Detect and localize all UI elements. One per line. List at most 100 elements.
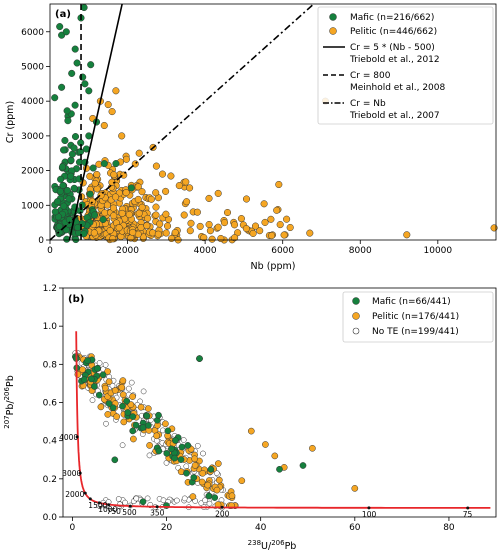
pelitic-point <box>214 223 222 231</box>
legend-ref-line1: Triebold et al., 2012 <box>349 55 440 65</box>
mafic-point <box>58 83 66 91</box>
age-label: 200 <box>215 509 230 518</box>
pelitic-point <box>167 172 175 180</box>
mafic-point <box>80 376 88 383</box>
mafic-point <box>89 164 97 172</box>
mafic-point <box>60 146 68 154</box>
pelitic-point <box>180 211 188 219</box>
pelitic-point <box>135 149 143 157</box>
pelitic-point <box>137 403 145 411</box>
mafic-point <box>172 437 179 444</box>
legend-label-line2: Cr = 800 <box>350 71 391 81</box>
mafic-point <box>62 28 70 36</box>
age-marker <box>97 501 101 505</box>
pelitic-point <box>490 224 498 232</box>
panel-b-y-tick-label: 0.8 <box>43 360 58 370</box>
mafic-point <box>84 357 91 364</box>
no-te-point <box>103 420 109 427</box>
mafic-point <box>276 465 283 473</box>
mafic-point <box>105 400 113 407</box>
pelitic-point <box>115 224 123 232</box>
mafic-point <box>178 443 186 451</box>
pelitic-point <box>118 209 126 217</box>
no-te-point <box>206 500 213 507</box>
legend-label-pelitic: Pelitic (n=176/441) <box>372 312 459 322</box>
no-te-point <box>96 360 103 366</box>
mafic-point <box>100 160 108 168</box>
pelitic-point <box>217 234 225 243</box>
panel-b-x-tick-label: 80 <box>443 523 455 533</box>
age-marker <box>466 506 470 510</box>
pelitic-point <box>214 189 222 197</box>
line-cr-nb <box>49 3 315 241</box>
line-cr-5nb <box>68 3 123 241</box>
mafic-point <box>123 397 131 405</box>
pelitic-point <box>275 180 283 189</box>
pelitic-point <box>106 226 114 235</box>
legend-marker-pelitic <box>329 27 337 35</box>
no-te-point <box>194 442 201 449</box>
mafic-point <box>55 222 63 230</box>
age-marker <box>220 505 224 509</box>
pelitic-point <box>152 162 160 170</box>
panel-b-y-tick-label: 0.0 <box>43 513 58 523</box>
age-label: 750 <box>107 507 122 516</box>
no-te-point <box>146 452 153 459</box>
no-te-point <box>174 497 180 504</box>
pelitic-point <box>199 469 206 477</box>
no-te-point <box>144 495 151 502</box>
no-te-point <box>200 450 206 457</box>
pelitic-point <box>120 418 128 426</box>
mafic-point <box>190 474 198 481</box>
panel-b-x-tick-label: 60 <box>349 523 361 533</box>
mafic-point <box>60 202 68 210</box>
pelitic-point <box>208 235 216 243</box>
panel-b-x-tick-label: 40 <box>255 523 267 533</box>
legend-label-pelitic: Pelitic (n=446/662) <box>350 27 437 37</box>
pelitic-point <box>214 460 222 467</box>
mafic-point <box>56 187 64 195</box>
panel-a-y-tick-label: 0 <box>38 236 44 246</box>
pelitic-point <box>189 493 197 500</box>
legend-marker-none <box>352 327 360 335</box>
no-te-point <box>202 497 208 504</box>
pelitic-point <box>193 208 201 216</box>
no-te-point <box>115 496 122 502</box>
age-label: 500 <box>122 508 137 517</box>
pelitic-point <box>196 222 204 230</box>
pelitic-point <box>110 212 118 220</box>
pelitic-point <box>238 477 246 485</box>
pelitic-point <box>158 170 167 178</box>
pelitic-point <box>125 211 133 219</box>
panel-b-series-pelitic <box>72 353 359 509</box>
mafic-point <box>184 442 192 449</box>
pelitic-point <box>242 225 250 233</box>
legend-label-mafic: Mafic (n=216/662) <box>350 13 434 23</box>
panel-a-x-axis-label: Nb (ppm) <box>251 261 296 272</box>
no-te-point <box>181 495 188 502</box>
pelitic-point <box>105 378 113 386</box>
no-te-point <box>122 499 128 506</box>
mafic-point <box>95 391 103 399</box>
pelitic-point <box>267 215 275 223</box>
panel-a-x-tick-label: 8000 <box>349 246 372 256</box>
pelitic-point <box>186 227 194 235</box>
mafic-point <box>129 427 137 435</box>
panel-b-legend: Mafic (n=66/441) Pelitic (n=176/441) No … <box>342 291 494 343</box>
x-axis-text-1: U/ <box>261 541 272 552</box>
pelitic-point <box>215 476 223 484</box>
panel-b-x-axis-label: 238U/206Pb <box>248 539 297 552</box>
pelitic-point <box>262 441 269 448</box>
no-te-point <box>89 397 96 404</box>
pelitic-point <box>119 391 127 399</box>
legend-marker-mafic <box>352 297 360 305</box>
y-axis-sup-2: 206 <box>3 386 11 400</box>
pelitic-point <box>112 87 120 95</box>
x-axis-text-2: Pb <box>285 541 297 552</box>
no-te-point <box>109 382 116 389</box>
legend-marker-pelitic <box>352 312 360 320</box>
age-label: 2000 <box>65 490 84 499</box>
mafic-point <box>67 172 75 180</box>
